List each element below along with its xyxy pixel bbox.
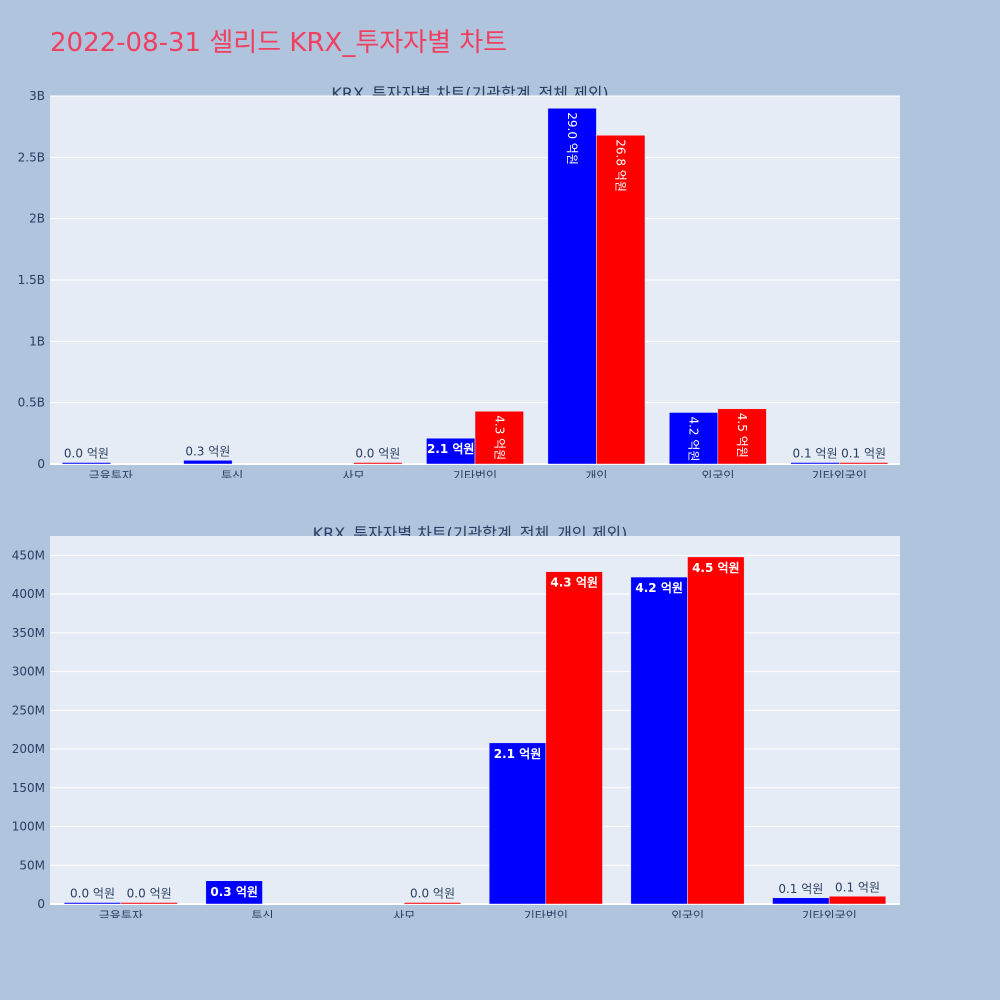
data-label: 0.0 억원	[70, 887, 115, 901]
y-tick-label: 2.5B	[18, 150, 45, 164]
data-label: 0.0 억원	[127, 887, 172, 901]
y-tick-label: 2B	[29, 212, 45, 226]
bar	[403, 902, 462, 905]
x-tick-label: 기타외국인	[802, 909, 857, 918]
y-tick-label: 300M	[12, 665, 45, 679]
x-tick-label: 금융투자	[89, 469, 133, 478]
bar	[669, 412, 719, 465]
data-label: 4.3 억원	[550, 576, 598, 590]
bar	[630, 576, 688, 905]
y-tick-label: 1B	[29, 334, 45, 348]
bar-chart-svg: 0 0.5B 1B 1.5B 2B 2.5B 3B 금융투자 투신 사모 기타법인 개인 외국인 기타외국…	[18, 89, 900, 478]
bar-chart-svg: 0 50M 100M 150M 200M 250M 300M 350M 400M 450M 금융투자…	[12, 536, 900, 918]
bar	[120, 902, 178, 905]
y-tick-label: 350M	[12, 626, 45, 640]
data-label: 4.5 억원	[692, 561, 740, 575]
page-title: 2022-08-31 셀리드 KRX_투자자별 차트	[50, 28, 508, 58]
bar	[63, 902, 122, 905]
data-label: 0.3 억원	[210, 885, 258, 899]
bar	[839, 462, 889, 465]
x-tick-label: 기타외국인	[812, 469, 867, 478]
bar	[828, 896, 887, 905]
plot-area	[50, 536, 900, 904]
bar	[474, 411, 524, 465]
x-tick-label: 개인	[585, 469, 607, 478]
bar	[426, 437, 476, 465]
y-tick-label: 400M	[12, 587, 45, 601]
data-label: 0.1 억원	[841, 447, 886, 461]
data-label: 2.1 억원	[427, 442, 475, 456]
x-tick-label: 사모	[393, 909, 415, 918]
data-label: 0.1 억원	[835, 880, 880, 894]
y-tick-label: 1.5B	[18, 273, 45, 287]
x-tick-label: 기타법인	[453, 469, 497, 478]
bar	[205, 880, 263, 905]
data-label: 4.2 억원	[687, 416, 701, 461]
y-tick-label: 450M	[12, 548, 45, 562]
y-tick-label: 50M	[19, 858, 45, 872]
y-tick-label: 100M	[12, 820, 45, 834]
bar	[353, 462, 403, 465]
bar	[547, 108, 597, 465]
y-tick-label: 0.5B	[18, 396, 45, 410]
data-label: 26.8 억원	[614, 139, 628, 192]
y-tick-label: 150M	[12, 781, 45, 795]
x-tick-label: 외국인	[701, 469, 734, 478]
data-label: 0.0 억원	[355, 447, 400, 461]
data-label: 0.1 억원	[793, 447, 838, 461]
x-tick-label: 사모	[343, 469, 365, 478]
data-label: 0.3 억원	[185, 444, 230, 458]
bar	[717, 408, 767, 465]
bar	[687, 556, 745, 905]
data-label: 4.5 억원	[735, 413, 749, 458]
y-tick-label: 0	[37, 457, 45, 471]
x-tick-label: 금융투자	[99, 909, 143, 918]
chart-top: KRX_투자자별 차트(기관합계_전체 제외) 0 0.5B 1B 1.5B 2B 2.5…	[0, 78, 1000, 478]
x-tick-label: 기타법인	[524, 909, 568, 918]
bar	[772, 897, 830, 905]
data-label: 4.3 억원	[492, 415, 506, 460]
data-label: 0.1 억원	[778, 882, 823, 896]
y-tick-label: 3B	[29, 89, 45, 103]
data-label: 0.0 억원	[64, 447, 109, 461]
bar	[596, 135, 646, 465]
bar	[61, 462, 111, 465]
bar	[545, 571, 603, 905]
x-tick-label: 투신	[251, 909, 273, 918]
y-tick-label: 0	[37, 897, 45, 911]
x-tick-label: 투신	[221, 469, 243, 478]
data-label: 0.0 억원	[410, 887, 455, 901]
data-label: 4.2 억원	[635, 581, 683, 595]
chart-bottom: KRX_투자자별 차트(기관합계_전체_개인 제외) 0 50M 100M 150M 2…	[0, 518, 1000, 918]
y-tick-label: 200M	[12, 742, 45, 756]
bar	[183, 460, 233, 465]
y-tick-label: 250M	[12, 703, 45, 717]
bar	[488, 742, 547, 905]
data-label: 2.1 억원	[494, 747, 542, 761]
x-tick-label: 외국인	[671, 909, 704, 918]
data-label: 29.0 억원	[565, 112, 579, 165]
bar	[790, 462, 840, 465]
